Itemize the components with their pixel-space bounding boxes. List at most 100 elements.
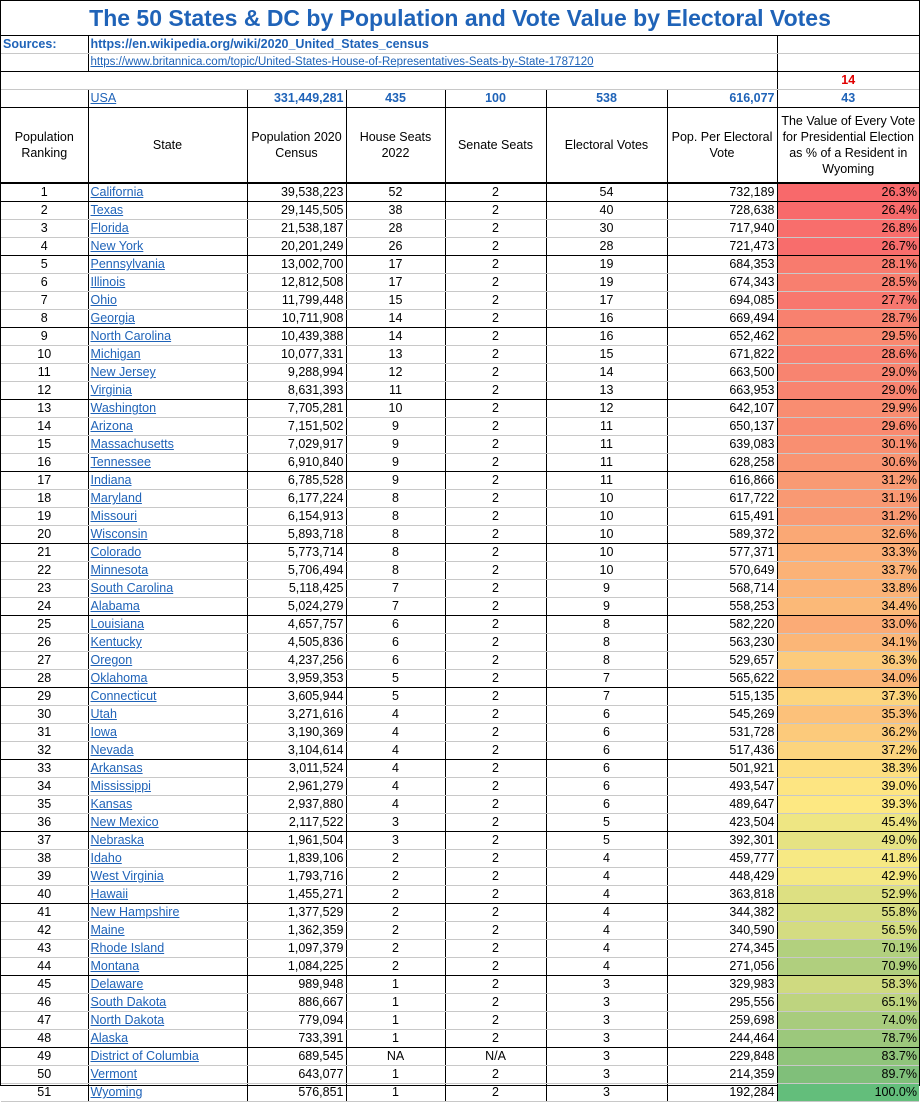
state-link[interactable]: Iowa <box>88 723 248 742</box>
state-link[interactable]: Arkansas <box>88 759 248 778</box>
state-link[interactable]: Kansas <box>88 795 248 814</box>
state-link[interactable]: North Dakota <box>88 1011 248 1030</box>
source-row-2: https://www.britannica.com/topic/United-… <box>1 53 919 72</box>
cell-population: 6,785,528 <box>247 471 347 490</box>
state-link[interactable]: South Dakota <box>88 993 248 1012</box>
cell-value-pct: 70.1% <box>777 939 919 958</box>
table-row: 15 Massachusetts 7,029,917 9 2 11 639,083 30.1% <box>1 435 919 454</box>
table-row: 5 Pennsylvania 13,002,700 17 2 19 684,353 28.1% <box>1 255 919 274</box>
state-link[interactable]: California <box>88 183 248 202</box>
cell-electoral: 14 <box>546 363 668 382</box>
state-link[interactable]: New Mexico <box>88 813 248 832</box>
state-link[interactable]: Illinois <box>88 273 248 292</box>
state-link[interactable]: Kentucky <box>88 633 248 652</box>
cell-rank: 22 <box>1 561 89 580</box>
source-link-2[interactable]: https://www.britannica.com/topic/United-… <box>90 56 594 69</box>
cell-electoral: 54 <box>546 183 668 202</box>
state-link[interactable]: Rhode Island <box>88 939 248 958</box>
cell-rank: 18 <box>1 489 89 508</box>
state-link[interactable]: Connecticut <box>88 687 248 706</box>
state-link[interactable]: Alaska <box>88 1029 248 1048</box>
state-link[interactable]: Missouri <box>88 507 248 526</box>
cell-pop-per-ev: 295,556 <box>667 993 778 1012</box>
state-link[interactable]: Alabama <box>88 597 248 616</box>
state-link[interactable]: West Virginia <box>88 867 248 886</box>
state-link[interactable]: Nevada <box>88 741 248 760</box>
state-link[interactable]: Wyoming <box>88 1083 248 1102</box>
state-link[interactable]: Maryland <box>88 489 248 508</box>
state-link[interactable]: Ohio <box>88 291 248 310</box>
cell-population: 29,145,505 <box>247 201 347 220</box>
state-link[interactable]: Washington <box>88 399 248 418</box>
cell-rank: 44 <box>1 957 89 976</box>
state-link[interactable]: Pennsylvania <box>88 255 248 274</box>
cell-pop-per-ev: 674,343 <box>667 273 778 292</box>
state-link[interactable]: Montana <box>88 957 248 976</box>
state-link[interactable]: Vermont <box>88 1065 248 1084</box>
state-link[interactable]: Virginia <box>88 381 248 400</box>
cell-value-pct: 34.4% <box>777 597 919 616</box>
cell-electoral: 15 <box>546 345 668 364</box>
cell-house: 3 <box>346 813 446 832</box>
cell-value-pct: 33.3% <box>777 543 919 562</box>
cell-house: 1 <box>346 1011 446 1030</box>
state-link[interactable]: Mississippi <box>88 777 248 796</box>
cell-population: 4,237,256 <box>247 651 347 670</box>
state-link[interactable]: New York <box>88 237 248 256</box>
state-link[interactable]: North Carolina <box>88 327 248 346</box>
state-link[interactable]: Hawaii <box>88 885 248 904</box>
state-link[interactable]: Nebraska <box>88 831 248 850</box>
source-link-1[interactable]: https://en.wikipedia.org/wiki/2020_Unite… <box>90 37 429 52</box>
state-link[interactable]: Oregon <box>88 651 248 670</box>
state-link[interactable]: New Jersey <box>88 363 248 382</box>
state-link[interactable]: Utah <box>88 705 248 724</box>
state-link[interactable]: Oklahoma <box>88 669 248 688</box>
state-link[interactable]: Michigan <box>88 345 248 364</box>
cell-population: 5,893,718 <box>247 525 347 544</box>
cell-pop-per-ev: 652,462 <box>667 327 778 346</box>
cell-senate: 2 <box>445 381 547 400</box>
state-link[interactable]: District of Columbia <box>88 1047 248 1066</box>
state-link[interactable]: Massachusetts <box>88 435 248 454</box>
state-link[interactable]: New Hampshire <box>88 903 248 922</box>
state-link[interactable]: Texas <box>88 201 248 220</box>
state-link[interactable]: Louisiana <box>88 615 248 634</box>
cell-electoral: 6 <box>546 705 668 724</box>
cell-value-pct: 83.7% <box>777 1047 919 1066</box>
cell-electoral: 4 <box>546 885 668 904</box>
state-link[interactable]: Colorado <box>88 543 248 562</box>
state-link[interactable]: Maine <box>88 921 248 940</box>
state-link[interactable]: Arizona <box>88 417 248 436</box>
state-link[interactable]: Florida <box>88 219 248 238</box>
cell-house: NA <box>346 1047 446 1066</box>
state-link[interactable]: Georgia <box>88 309 248 328</box>
state-link[interactable]: Idaho <box>88 849 248 868</box>
state-link[interactable]: Indiana <box>88 471 248 490</box>
cell-population: 1,793,716 <box>247 867 347 886</box>
cell-value-pct: 89.7% <box>777 1065 919 1084</box>
state-link[interactable]: Minnesota <box>88 561 248 580</box>
cell-population: 3,605,944 <box>247 687 347 706</box>
population-table: Sources: https://en.wikipedia.org/wiki/2… <box>1 36 919 1102</box>
state-link[interactable]: Delaware <box>88 975 248 994</box>
cell-electoral: 11 <box>546 471 668 490</box>
red-row: 14 <box>1 71 919 90</box>
state-link[interactable]: South Carolina <box>88 579 248 598</box>
cell-value-pct: 41.8% <box>777 849 919 868</box>
state-link[interactable]: Wisconsin <box>88 525 248 544</box>
cell-senate: 2 <box>445 525 547 544</box>
cell-population: 886,667 <box>247 993 347 1012</box>
cell-electoral: 8 <box>546 651 668 670</box>
cell-pop-per-ev: 517,436 <box>667 741 778 760</box>
usa-link[interactable]: USA <box>88 89 248 108</box>
table-row: 48 Alaska 733,391 1 2 3 244,464 78.7% <box>1 1029 919 1048</box>
table-row: 17 Indiana 6,785,528 9 2 11 616,866 31.2% <box>1 471 919 490</box>
cell-rank: 20 <box>1 525 89 544</box>
cell-population: 5,773,714 <box>247 543 347 562</box>
cell-rank: 12 <box>1 381 89 400</box>
cell-house: 52 <box>346 183 446 202</box>
cell-senate: 2 <box>445 867 547 886</box>
cell-senate: 2 <box>445 237 547 256</box>
state-link[interactable]: Tennessee <box>88 453 248 472</box>
table-row: 16 Tennessee 6,910,840 9 2 11 628,258 30.6% <box>1 453 919 472</box>
